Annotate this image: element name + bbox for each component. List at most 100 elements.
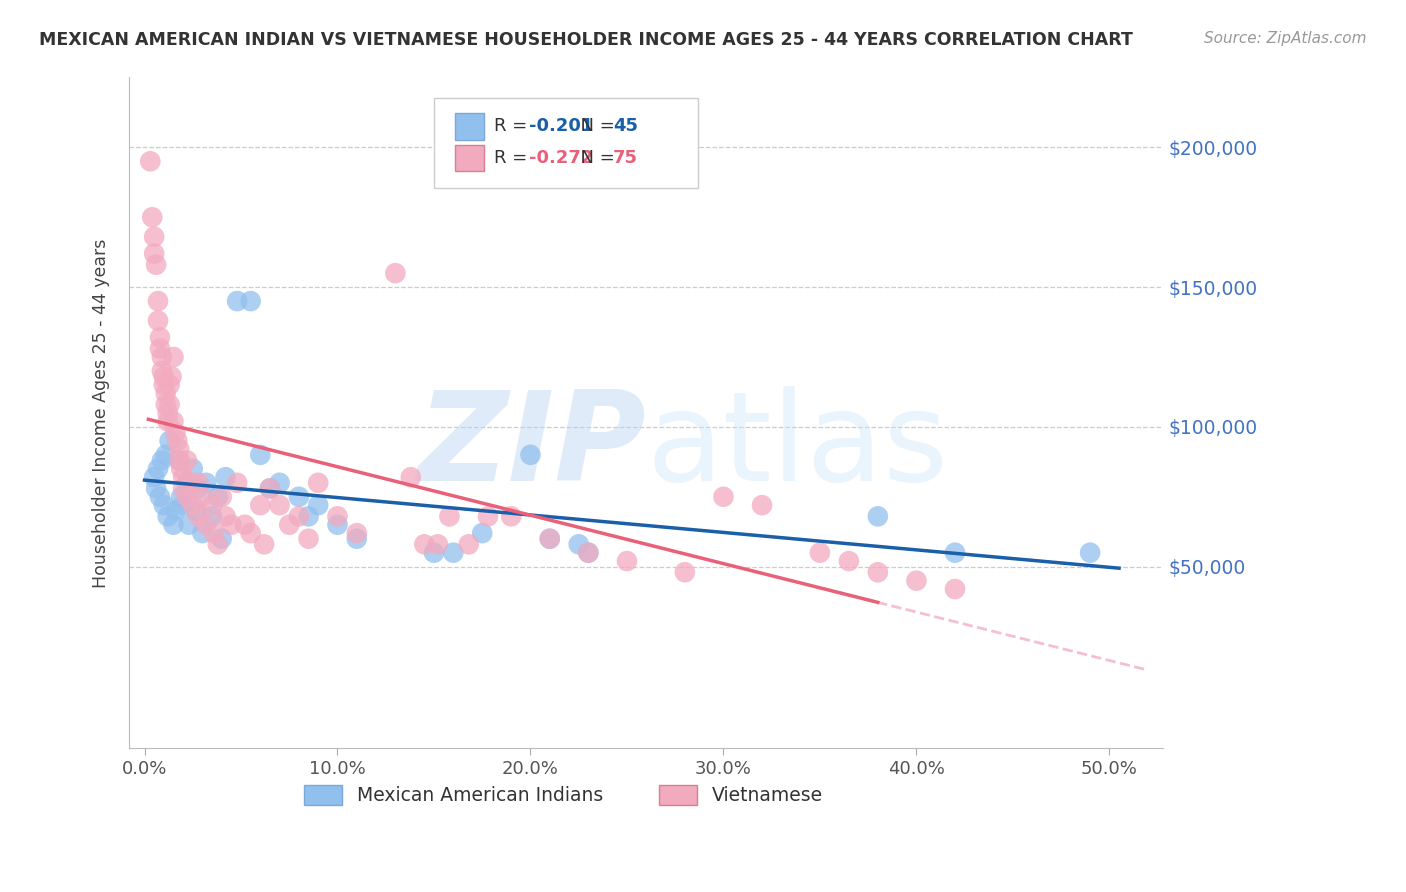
Point <box>297 532 319 546</box>
Point <box>297 509 319 524</box>
Point <box>155 398 177 412</box>
Point <box>239 294 262 309</box>
Point <box>153 378 176 392</box>
Point <box>423 546 446 560</box>
Point <box>153 498 176 512</box>
Point <box>149 490 172 504</box>
Point <box>176 475 198 490</box>
Point <box>172 498 194 512</box>
Point <box>153 369 176 384</box>
Legend: Mexican American Indians, Vietnamese: Mexican American Indians, Vietnamese <box>297 777 831 813</box>
Point <box>288 509 311 524</box>
Point <box>172 470 194 484</box>
Point <box>167 442 190 457</box>
Point <box>399 470 422 484</box>
Point <box>1078 546 1101 560</box>
Point <box>441 546 464 560</box>
Point <box>439 509 461 524</box>
Point <box>211 490 233 504</box>
Point <box>156 414 179 428</box>
Point <box>214 470 236 484</box>
Point <box>905 574 928 588</box>
Point <box>346 532 368 546</box>
Point <box>143 246 166 260</box>
Point <box>162 414 184 428</box>
Point <box>181 462 204 476</box>
Point <box>155 448 177 462</box>
Point <box>159 378 181 392</box>
Point <box>471 526 494 541</box>
Point <box>673 566 696 580</box>
Point <box>568 537 591 551</box>
Point <box>239 526 262 541</box>
Point <box>146 294 169 309</box>
Text: atlas: atlas <box>647 386 949 507</box>
Point <box>278 517 301 532</box>
Point <box>307 498 329 512</box>
Point <box>150 350 173 364</box>
Point <box>187 475 209 490</box>
Text: 45: 45 <box>613 118 638 136</box>
Point <box>149 330 172 344</box>
Point <box>139 154 162 169</box>
Text: -0.272: -0.272 <box>530 149 593 167</box>
Point <box>145 258 167 272</box>
Point <box>751 498 773 512</box>
Point <box>150 453 173 467</box>
Point <box>149 342 172 356</box>
Point <box>221 517 243 532</box>
Point <box>808 546 831 560</box>
FancyBboxPatch shape <box>456 113 484 140</box>
Point <box>165 504 187 518</box>
Point <box>326 517 349 532</box>
Point <box>146 313 169 327</box>
Point <box>162 517 184 532</box>
Point <box>211 532 233 546</box>
Point <box>159 398 181 412</box>
Point <box>186 504 208 518</box>
Point <box>167 453 190 467</box>
Point <box>141 211 163 225</box>
Point <box>176 453 198 467</box>
Point <box>160 369 183 384</box>
Point <box>249 448 271 462</box>
Point <box>326 509 349 524</box>
Text: 75: 75 <box>613 149 638 167</box>
Point <box>155 386 177 401</box>
Point <box>162 350 184 364</box>
Point <box>207 537 229 551</box>
Text: ZIP: ZIP <box>418 386 647 507</box>
Point <box>259 482 281 496</box>
Point <box>191 526 214 541</box>
Point <box>156 509 179 524</box>
Text: Source: ZipAtlas.com: Source: ZipAtlas.com <box>1204 31 1367 46</box>
Point <box>501 509 523 524</box>
Point <box>477 509 499 524</box>
Point <box>166 434 188 448</box>
Point <box>943 546 966 560</box>
Point <box>413 537 436 551</box>
Point <box>519 448 541 462</box>
Point <box>576 546 599 560</box>
Point <box>181 475 204 490</box>
Point <box>538 532 561 546</box>
Text: N =: N = <box>568 118 620 136</box>
Point <box>288 490 311 504</box>
Point <box>181 498 204 512</box>
Y-axis label: Householder Income Ages 25 - 44 years: Householder Income Ages 25 - 44 years <box>93 238 110 588</box>
Point <box>167 453 190 467</box>
Point <box>866 566 889 580</box>
Point <box>713 490 735 504</box>
Point <box>269 475 291 490</box>
Point <box>538 532 561 546</box>
Text: R =: R = <box>495 149 533 167</box>
Point <box>195 475 218 490</box>
Point <box>165 425 187 440</box>
Point <box>384 266 406 280</box>
Point <box>201 509 224 524</box>
Point <box>307 475 329 490</box>
Point <box>259 482 281 496</box>
Point <box>156 406 179 420</box>
Point <box>226 294 249 309</box>
Point <box>426 537 449 551</box>
